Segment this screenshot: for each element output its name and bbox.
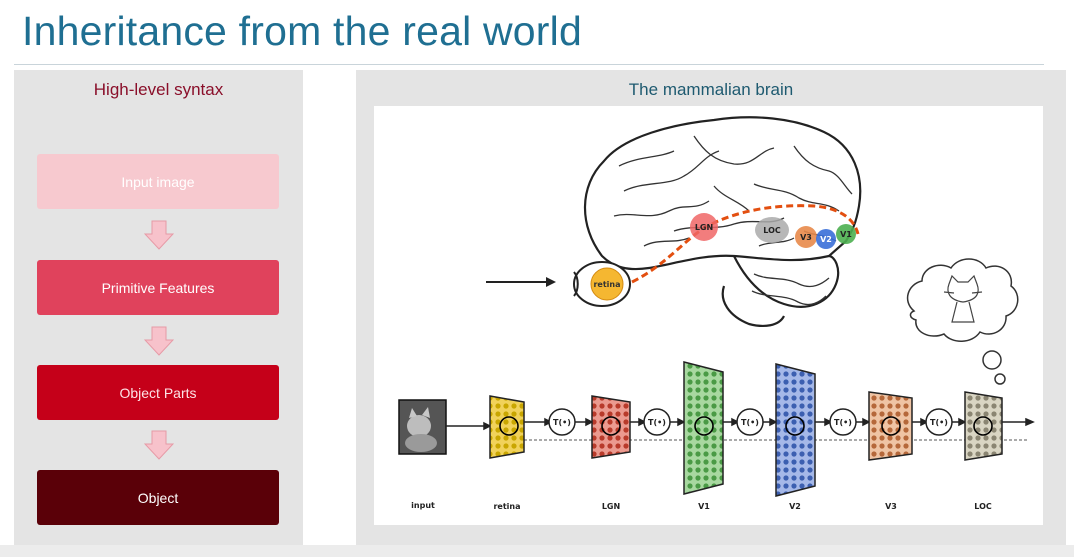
stage-label-retina: retina xyxy=(493,502,520,511)
cat-icon xyxy=(943,274,983,323)
visual-pathway-dashed xyxy=(631,204,860,284)
transform-node: T(•) xyxy=(829,408,857,436)
transform-node: T(•) xyxy=(643,408,671,436)
stage-label-input: input xyxy=(411,501,435,510)
step-object: Object xyxy=(37,470,279,525)
step-object-label: Object xyxy=(137,489,179,506)
brain-figure: retina LGN LOC V3 V2 V1 xyxy=(374,106,1043,525)
stage-label-v1: V1 xyxy=(698,502,710,511)
step-input-image: Input image xyxy=(37,154,279,209)
loc-region-label: LOC xyxy=(763,226,781,235)
svg-text:T(•): T(•) xyxy=(553,418,571,427)
layer-v2 xyxy=(775,363,816,497)
layer-lgn xyxy=(591,395,631,459)
stage-label-v3: V3 xyxy=(885,502,897,511)
transform-node: T(•) xyxy=(736,408,764,436)
brain-illustration xyxy=(583,116,862,327)
svg-text:T(•): T(•) xyxy=(930,418,948,427)
svg-text:T(•): T(•) xyxy=(834,418,852,427)
brain-regions: LGN LOC V3 V2 V1 xyxy=(690,213,856,249)
stage-label-lgn: LGN xyxy=(602,502,620,511)
feedforward-network: T(•) T(•) T(•) T(•) xyxy=(398,361,1035,511)
bottom-strip xyxy=(0,545,1074,557)
v3-region-label: V3 xyxy=(800,233,812,242)
layer-v3 xyxy=(868,391,913,461)
step-primitive-features: Primitive Features xyxy=(37,260,279,315)
layer-v1 xyxy=(683,361,724,495)
down-arrow-icon xyxy=(144,220,174,250)
high-level-syntax-heading: High-level syntax xyxy=(93,80,224,99)
cat-thought-bubble xyxy=(906,258,1019,385)
high-level-syntax-panel: High-level syntax Input image Primitive … xyxy=(14,70,303,550)
visual-pathway-diagram: retina LGN LOC V3 V2 V1 xyxy=(398,116,1035,511)
retina-label: retina xyxy=(593,280,620,289)
stage-label-v2: V2 xyxy=(789,502,801,511)
down-arrow-icon xyxy=(144,326,174,356)
down-arrow-icon xyxy=(144,430,174,460)
transform-node: T(•) xyxy=(548,408,576,436)
svg-text:T(•): T(•) xyxy=(648,418,666,427)
transform-node: T(•) xyxy=(925,408,953,436)
layer-retina xyxy=(489,395,525,459)
step-primitive-features-label: Primitive Features xyxy=(101,279,215,296)
title-divider xyxy=(14,64,1044,65)
v2-region-label: V2 xyxy=(820,235,832,244)
mammalian-brain-heading: The mammalian brain xyxy=(628,80,794,99)
slide-title: Inheritance from the real world xyxy=(22,8,582,54)
input-image-thumbnail xyxy=(398,399,447,455)
svg-text:T(•): T(•) xyxy=(741,418,759,427)
step-object-parts-label: Object Parts xyxy=(119,384,197,401)
eye-illustration: retina xyxy=(573,261,631,307)
step-input-image-label: Input image xyxy=(121,173,195,190)
brain-sulci xyxy=(613,135,853,306)
mammalian-brain-panel: The mammalian brain xyxy=(356,70,1066,550)
v1-region-label: V1 xyxy=(840,230,852,239)
layer-loc xyxy=(964,391,1003,461)
light-input-arrow xyxy=(486,277,556,287)
stage-label-loc: LOC xyxy=(974,502,992,511)
step-object-parts: Object Parts xyxy=(37,365,279,420)
lgn-region-label: LGN xyxy=(695,223,713,232)
